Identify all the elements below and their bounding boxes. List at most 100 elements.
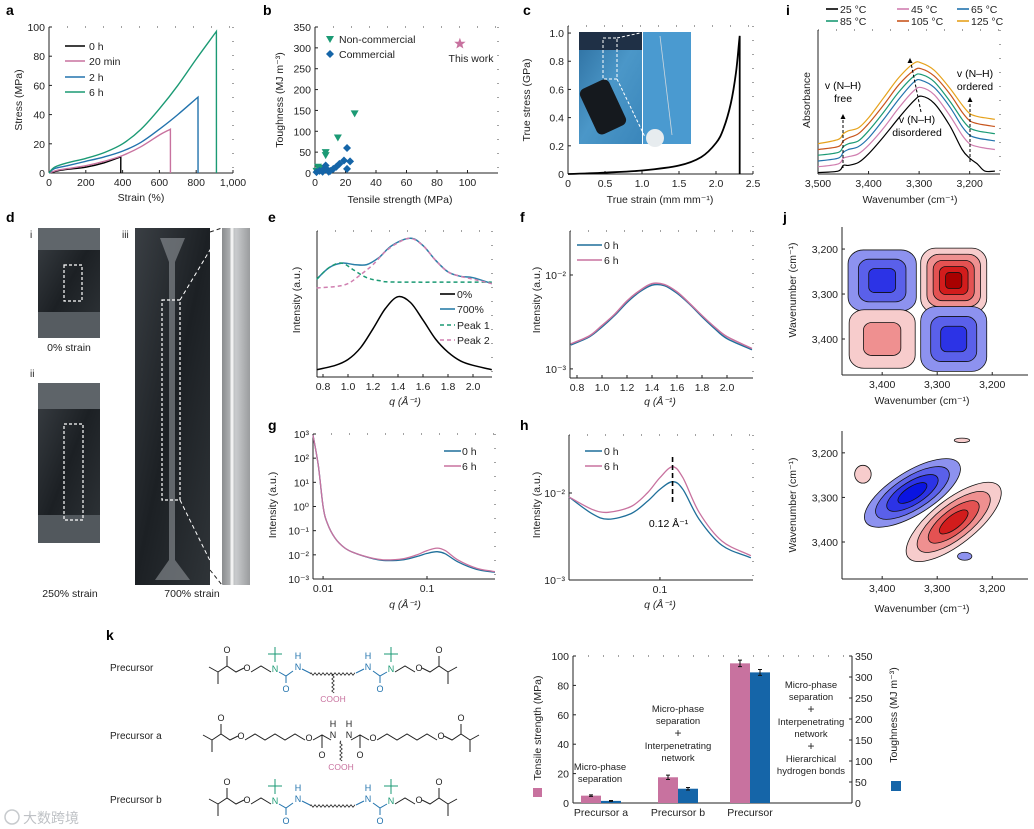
y-tick-label: 10⁻³ — [545, 364, 566, 376]
y-tick-label: 10⁻¹ — [288, 526, 309, 538]
y-tick-label: 100 — [27, 22, 45, 34]
y-tick-label: 100 — [293, 126, 311, 138]
atom-n: N — [346, 730, 353, 740]
y-axis-label: Wavenumber (cm⁻¹) — [787, 243, 799, 338]
category-label: Precursor b — [651, 807, 705, 819]
x-tick-label: 800 — [187, 177, 205, 189]
positive-contour — [945, 272, 963, 289]
series-line-2-h — [48, 95, 199, 174]
watermark-text: 大数跨境 — [23, 810, 79, 826]
series-line-0- — [316, 295, 492, 371]
y-axis-label: Intensity (a.u.) — [531, 267, 543, 334]
y-tick-label-right: 300 — [855, 672, 873, 684]
positive-contour — [953, 437, 971, 443]
scatter-point-this-work — [454, 37, 466, 49]
mechanism-annotation: separation — [578, 774, 622, 785]
y-tick-label: 250 — [293, 64, 311, 76]
error-bar — [589, 794, 593, 797]
y-axis-label-left: Tensile strength (MPa) — [532, 675, 544, 780]
atom-n: N — [330, 730, 337, 740]
atom-o: O — [435, 777, 442, 787]
x-tick-label: 1.8 — [441, 381, 456, 393]
x-tick-label: 3,400 — [869, 583, 895, 595]
zoom-lines-outer — [209, 227, 223, 586]
bond — [447, 666, 458, 673]
panel-label-g: g — [268, 417, 277, 433]
clamp-bottom — [38, 515, 100, 543]
atom-o: O — [356, 750, 363, 760]
bond — [394, 665, 416, 673]
urea-bond — [301, 668, 311, 674]
atom-o: O — [217, 713, 224, 723]
y-axis-label: Intensity (a.u.) — [267, 472, 279, 539]
series-line-25c — [817, 95, 995, 174]
gauge-region-marker — [63, 423, 84, 521]
bond — [208, 666, 219, 673]
y-tick-label: 10⁻² — [544, 488, 565, 500]
atom-h: H — [346, 719, 353, 729]
atom-o: O — [415, 795, 422, 805]
atom-n-urea: N — [295, 662, 302, 672]
atom-h-urea: H — [295, 651, 302, 661]
sub-label-ii: ii — [30, 369, 34, 380]
peak-annotation: free — [834, 93, 852, 105]
y-tick-label: 0 — [563, 798, 569, 810]
atom-n-urea: N — [365, 794, 372, 804]
stretched-film — [155, 238, 190, 580]
molecule-label: Precursor — [110, 663, 154, 674]
atom-h-urea: H — [295, 783, 302, 793]
legend-label: 105 °C — [911, 16, 944, 28]
error-bar — [758, 668, 762, 676]
arrowhead-icon — [840, 114, 846, 119]
bond — [211, 733, 239, 741]
mechanism-annotation: hydrogen bonds — [777, 766, 845, 777]
x-tick-label: 3,300 — [924, 583, 950, 595]
mechanism-annotation: + — [807, 739, 814, 753]
sub-label-iii: iii — [122, 230, 129, 241]
legend-marker-non-commercial — [326, 36, 334, 43]
y-tick-label-right: 250 — [855, 693, 873, 705]
panel-d-photos — [38, 227, 250, 586]
bond — [421, 665, 449, 673]
series-line-125c — [817, 61, 995, 145]
positive-contour — [938, 509, 969, 535]
atom-o: O — [243, 663, 250, 673]
mechanism-annotation: + — [807, 702, 814, 716]
positive-contour — [854, 464, 872, 484]
legend-label: 6 h — [604, 255, 619, 267]
panel-i-axes: 3,500 3,400 3,300 3,200 Wavenumber (cm⁻¹) Abs… — [801, 29, 1001, 206]
y-tick-label: 3,400 — [812, 537, 838, 549]
y-axis-label: Intensity (a.u.) — [531, 472, 543, 539]
annotation-arrow — [909, 57, 922, 113]
bond — [447, 798, 458, 805]
clamp-bottom — [38, 312, 100, 338]
peak-annotation: v (N–H) — [957, 68, 993, 80]
atom-o-urea: O — [282, 816, 289, 826]
panel-label-h: h — [520, 417, 529, 433]
atom-o: O — [437, 731, 444, 741]
atom-n-tertiary: N — [272, 664, 279, 674]
clamp-icon — [646, 129, 664, 147]
panel-g-axes: 0.01 0.1 10⁻³ 10⁻² 10⁻¹ 10⁰ 10¹ 10² 10³ q (Å⁻¹) In… — [267, 429, 496, 611]
bond — [443, 733, 471, 741]
atom-o: O — [223, 777, 230, 787]
y-axis-label: Toughness (MJ m⁻³) — [274, 52, 286, 147]
this-work-label: This work — [449, 53, 495, 65]
panel-label-b: b — [263, 2, 272, 18]
mechanism-annotation: separation — [789, 692, 833, 703]
legend-label: Commercial — [339, 49, 395, 61]
y-axis-label: Intensity (a.u.) — [291, 267, 303, 334]
x-tick-label: 3,400 — [855, 178, 881, 190]
peak-annotation: disordered — [892, 127, 942, 139]
atom-cooh: COOH — [320, 694, 346, 704]
series-line-6-h — [312, 434, 496, 573]
x-tick-label: 1.6 — [670, 382, 685, 394]
x-axis-label: q (Å⁻¹) — [644, 395, 676, 408]
series-line-6-h — [48, 29, 218, 174]
x-tick-label: 0.1 — [420, 583, 435, 595]
y-tick-label: 150 — [293, 105, 311, 117]
atom-h-urea: H — [365, 651, 372, 661]
x-axis-label: Strain (%) — [118, 192, 165, 204]
panel-label-f: f — [520, 209, 525, 225]
